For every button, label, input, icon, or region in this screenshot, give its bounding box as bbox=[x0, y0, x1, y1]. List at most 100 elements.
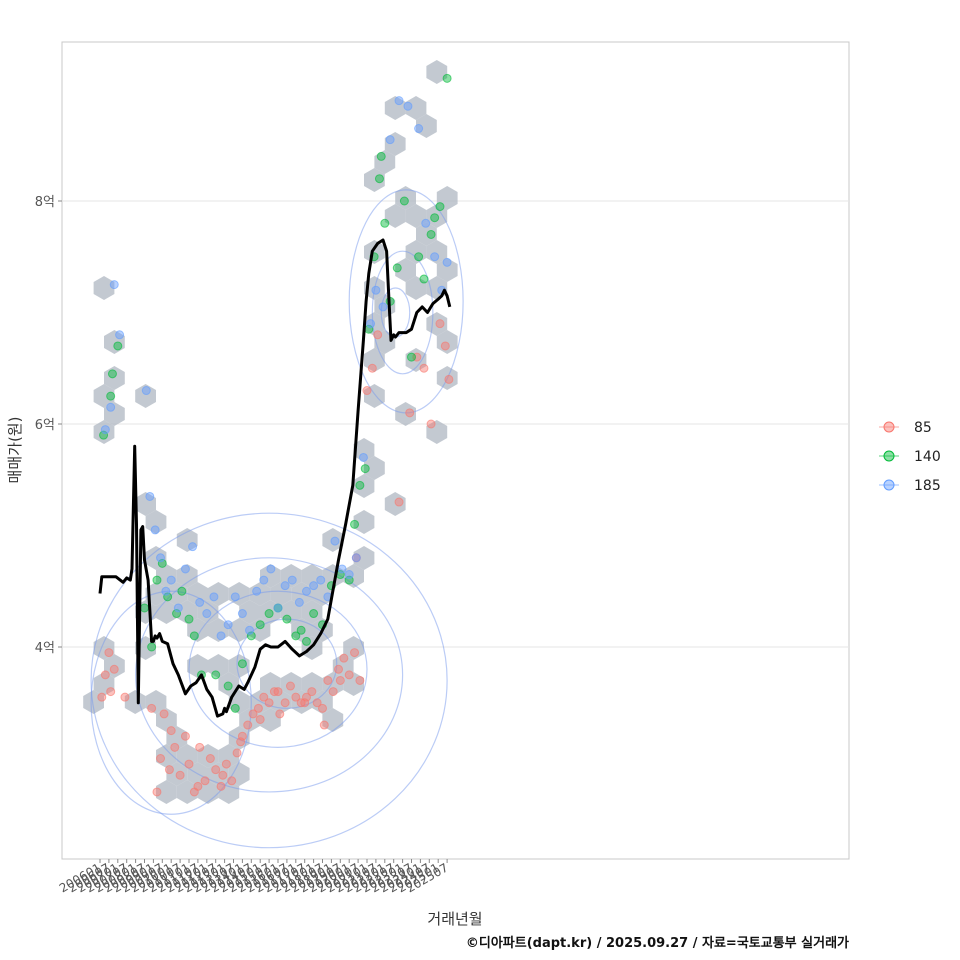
hexbin-cell bbox=[104, 654, 125, 678]
point-85 bbox=[166, 726, 176, 736]
point-185 bbox=[403, 101, 413, 111]
point-85 bbox=[362, 386, 372, 396]
point-85 bbox=[255, 714, 265, 724]
point-140 bbox=[360, 464, 370, 474]
hexbin-cell bbox=[145, 546, 167, 570]
point-85 bbox=[184, 759, 194, 769]
point-185 bbox=[280, 581, 290, 591]
hexbin-cell bbox=[218, 780, 240, 804]
point-185 bbox=[330, 536, 340, 546]
point-85 bbox=[323, 675, 333, 685]
point-185 bbox=[245, 625, 255, 635]
hexbin-cell bbox=[405, 204, 427, 228]
point-140 bbox=[426, 229, 436, 239]
point-85 bbox=[426, 419, 436, 429]
point-85 bbox=[100, 670, 110, 680]
point-85 bbox=[259, 692, 269, 702]
point-85 bbox=[195, 742, 205, 752]
hexbin-cell bbox=[374, 150, 396, 174]
hexbin-cell bbox=[384, 96, 406, 120]
hexbin-cell bbox=[322, 708, 344, 732]
point-85 bbox=[280, 698, 290, 708]
point-85 bbox=[216, 781, 226, 791]
hexbin-cell bbox=[135, 492, 156, 516]
hexbin-cell bbox=[395, 186, 416, 210]
hexbin-cell bbox=[436, 186, 458, 210]
point-185 bbox=[309, 581, 319, 591]
point-140 bbox=[140, 603, 149, 613]
hexbin-cell bbox=[364, 384, 385, 408]
point-85 bbox=[394, 497, 404, 507]
point-185 bbox=[216, 631, 226, 641]
point-85 bbox=[104, 648, 114, 658]
hexbin-cell bbox=[239, 708, 260, 732]
y-tick-label: 4억 bbox=[35, 641, 55, 656]
point-140 bbox=[435, 202, 445, 212]
point-85 bbox=[312, 698, 322, 708]
hexbin-cell bbox=[384, 132, 406, 156]
point-185 bbox=[316, 575, 326, 585]
hexbin-cell bbox=[145, 582, 167, 606]
point-85 bbox=[275, 709, 285, 719]
point-140 bbox=[107, 369, 117, 379]
point-185 bbox=[150, 525, 160, 535]
point-85 bbox=[193, 781, 203, 791]
point-185 bbox=[156, 553, 166, 563]
point-185 bbox=[237, 609, 247, 619]
hexbin-cell bbox=[187, 654, 208, 678]
hexbin-cell bbox=[260, 672, 281, 696]
point-85 bbox=[200, 776, 210, 786]
hexbin-cell bbox=[187, 618, 208, 642]
trend-line-layer bbox=[98, 238, 452, 718]
point-85 bbox=[273, 687, 283, 697]
point-85 bbox=[106, 687, 116, 697]
hexbin-cell bbox=[405, 240, 427, 264]
point-85 bbox=[307, 687, 317, 697]
point-185 bbox=[366, 319, 376, 329]
point-85 bbox=[109, 664, 119, 674]
hexbin-cell bbox=[384, 204, 406, 228]
point-85 bbox=[120, 692, 130, 702]
hexbin-cell bbox=[156, 708, 177, 732]
hexbin-cell bbox=[426, 420, 448, 444]
hexbin-cell bbox=[291, 618, 312, 642]
hexbin-cell bbox=[301, 672, 323, 696]
hexbin-cell bbox=[364, 456, 385, 480]
point-185 bbox=[209, 592, 219, 602]
contour-ring bbox=[90, 590, 252, 815]
y-tick-label: 8억 bbox=[35, 195, 55, 210]
contour-ring bbox=[188, 590, 368, 748]
point-85 bbox=[339, 653, 349, 663]
point-85 bbox=[440, 341, 450, 351]
hexbin-cell bbox=[364, 168, 385, 192]
point-140 bbox=[414, 252, 424, 262]
hexbin-cell bbox=[364, 240, 385, 264]
point-140 bbox=[106, 391, 116, 401]
point-185 bbox=[100, 425, 110, 435]
point-85 bbox=[170, 742, 180, 752]
hexbin-cell bbox=[166, 582, 188, 606]
contour-ring bbox=[90, 512, 448, 849]
point-185 bbox=[442, 257, 452, 267]
point-140 bbox=[430, 213, 440, 223]
legend-label: 185 bbox=[914, 478, 941, 494]
point-140 bbox=[399, 196, 409, 206]
point-140 bbox=[419, 274, 429, 284]
point-185 bbox=[351, 553, 361, 563]
hexbin-cell bbox=[260, 564, 281, 588]
hexbin-cell bbox=[208, 762, 229, 786]
point-85 bbox=[248, 709, 258, 719]
hexbin-cell bbox=[405, 348, 427, 372]
plot-panel bbox=[61, 41, 850, 860]
point-140 bbox=[442, 73, 452, 83]
hexbin-cell bbox=[228, 762, 250, 786]
point-185 bbox=[358, 452, 368, 462]
point-140 bbox=[309, 609, 319, 619]
hexbin-cell bbox=[426, 60, 448, 84]
point-140 bbox=[374, 174, 384, 184]
point-85 bbox=[152, 787, 162, 797]
point-85 bbox=[156, 754, 166, 763]
point-185 bbox=[371, 285, 381, 295]
hexbin-cell bbox=[405, 96, 427, 120]
